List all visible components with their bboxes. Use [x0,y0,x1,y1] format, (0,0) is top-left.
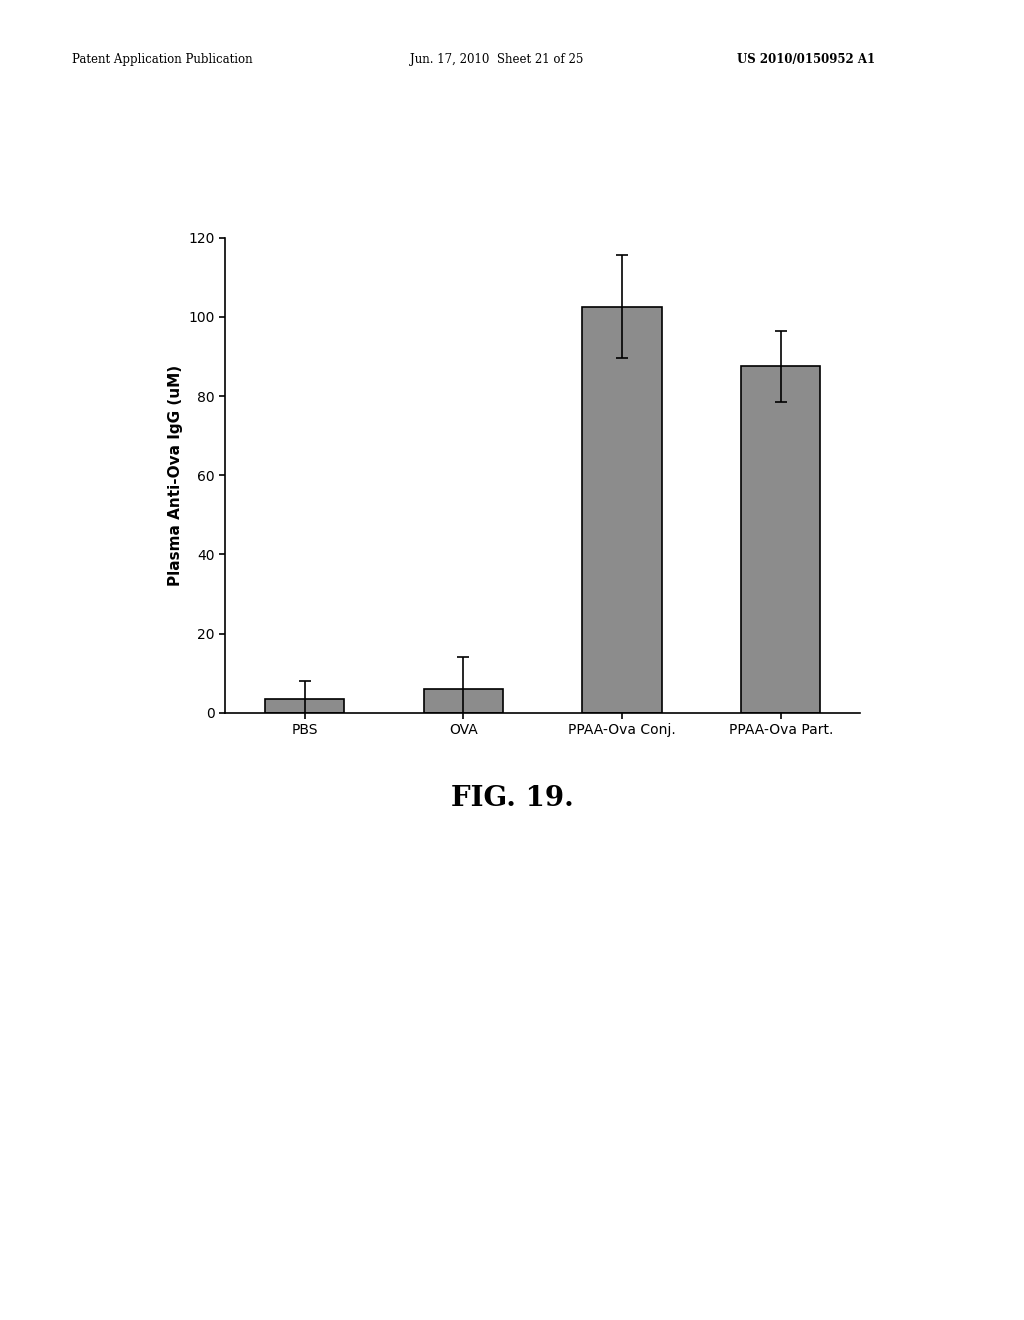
Y-axis label: Plasma Anti-Ova IgG (uM): Plasma Anti-Ova IgG (uM) [168,364,183,586]
Text: Jun. 17, 2010  Sheet 21 of 25: Jun. 17, 2010 Sheet 21 of 25 [410,53,583,66]
Text: US 2010/0150952 A1: US 2010/0150952 A1 [737,53,876,66]
Bar [741,366,820,713]
Bar [424,689,503,713]
Text: Patent Application Publication: Patent Application Publication [72,53,252,66]
Text: FIG. 19.: FIG. 19. [451,785,573,812]
Bar [583,306,662,713]
Bar [265,700,344,713]
